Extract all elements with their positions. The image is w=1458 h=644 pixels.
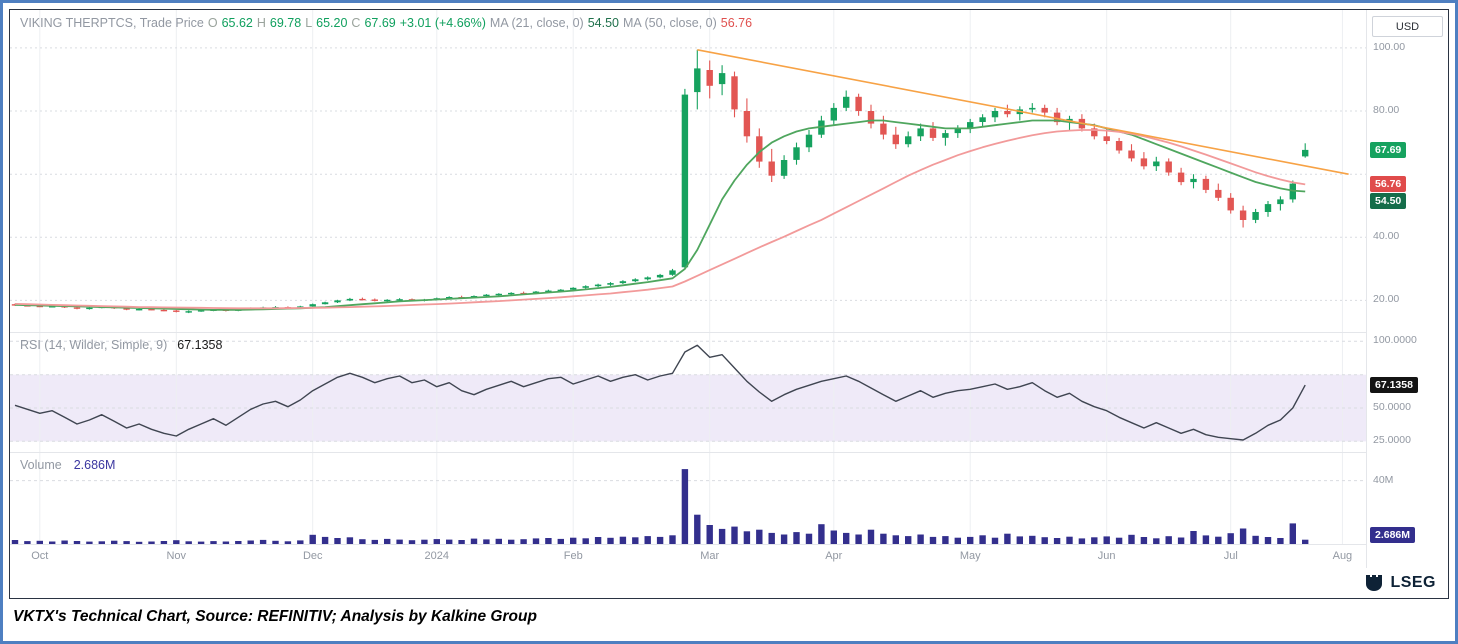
chart-area: VIKING THERPTCS, Trade Price O 65.62 H 69.78… [10, 10, 1448, 568]
rsi-chart-canvas[interactable] [10, 332, 1366, 452]
x-axis-label: May [959, 550, 981, 562]
x-axis-label: Apr [825, 550, 843, 562]
price-chart-canvas[interactable] [10, 10, 1366, 332]
x-axis-label: Feb [563, 550, 583, 562]
rsi-badge: 67.1358 [1370, 377, 1418, 394]
chart-window: VIKING THERPTCS, Trade Price O 65.62 H 69.78… [9, 9, 1449, 599]
y-axis-label: 80.00 [1373, 104, 1400, 117]
candlestick-series [11, 49, 1309, 314]
x-axis-label: Aug [1332, 550, 1353, 562]
price-axis-rail[interactable]: USD 100.00 80.00 40.00 20.00 100.0000 50.0000… [1366, 10, 1448, 568]
y-axis-label: 100.00 [1373, 40, 1406, 53]
x-axis-label: Jul [1223, 550, 1238, 562]
rsi-line [14, 344, 1306, 441]
lseg-logo-text: LSEG [1390, 574, 1436, 591]
volume-badge: 2.686M [1370, 527, 1416, 543]
chart-caption: VKTX's Technical Chart, Source: REFINITI… [13, 608, 537, 625]
y-axis-label: 40.00 [1373, 230, 1400, 243]
x-axis-label: Mar [700, 550, 720, 562]
price-panel: VIKING THERPTCS, Trade Price O 65.62 H 69.78… [10, 10, 1366, 332]
ma50-badge: 56.76 [1370, 176, 1407, 193]
lseg-crest-icon [1364, 574, 1384, 592]
time-axis[interactable]: Oct Nov Dec 2024 Feb Mar Apr May Jun Jul Aug [10, 544, 1366, 568]
ma50-line [14, 129, 1306, 310]
x-axis-label: Jun [1097, 550, 1116, 562]
chart-panels: VIKING THERPTCS, Trade Price O 65.62 H 69.78… [10, 10, 1366, 568]
x-axis-label: Oct [31, 550, 49, 562]
ma21-line [14, 119, 1306, 311]
y-axis-label: 40M [1373, 473, 1394, 486]
y-axis-label: 20.00 [1373, 293, 1400, 306]
chart-footer: LSEG [10, 568, 1448, 598]
volume-chart-canvas[interactable] [10, 452, 1366, 544]
volume-panel: Volume 2.686M [10, 452, 1366, 544]
rsi-panel: RSI (14, Wilder, Simple, 9) 67.1358 [10, 332, 1366, 452]
y-axis-label: 100.0000 [1373, 334, 1417, 347]
x-axis-label: 2024 [424, 550, 450, 562]
last-price-badge: 67.69 [1370, 141, 1407, 158]
ma21-badge: 54.50 [1370, 193, 1407, 210]
x-axis-label: Nov [166, 550, 187, 562]
y-axis-label: 50.0000 [1373, 401, 1411, 413]
currency-button[interactable]: USD [1372, 16, 1443, 37]
volume-bars [11, 469, 1309, 544]
caption-row: VKTX's Technical Chart, Source: REFINITI… [9, 599, 1449, 635]
y-axis-label: 25.0000 [1373, 434, 1411, 447]
x-axis-label: Dec [302, 550, 323, 562]
resistance-trendline[interactable] [697, 49, 1349, 175]
